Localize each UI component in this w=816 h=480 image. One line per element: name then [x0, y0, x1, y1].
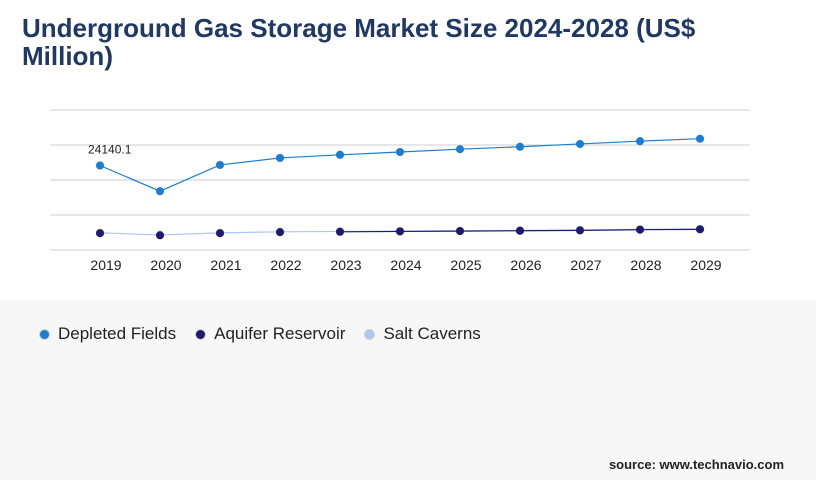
- legend-label: Depleted Fields: [58, 324, 177, 343]
- data-point: [215, 228, 225, 238]
- series-line-depleted-fields: [99, 138, 701, 192]
- x-tick-label: 2028: [630, 257, 661, 273]
- legend-label: Aquifer Reservoir: [214, 324, 346, 343]
- data-point: [695, 225, 705, 234]
- data-point: [335, 150, 345, 160]
- line-chart: 2019 2020 2021 2022 2023 2024 2025 2026 2027 2028…: [50, 109, 750, 273]
- data-point: [575, 226, 585, 235]
- data-point: [515, 226, 525, 235]
- x-tick-label: 2019: [90, 257, 121, 273]
- legend-item: Salt Caverns: [365, 324, 481, 344]
- data-labels: 24140.1: [88, 143, 132, 157]
- data-point: [275, 153, 285, 163]
- legend-marker: [196, 329, 206, 339]
- legend: Depleted Fields Aquifer Reservoir Salt Cav…: [40, 323, 501, 345]
- data-label: 24140.1: [88, 143, 132, 157]
- data-point: [635, 136, 645, 146]
- legend-item: Depleted Fields: [40, 324, 176, 344]
- x-tick-label: 2024: [390, 257, 421, 273]
- chart-title: Underground Gas Storage Market Size 2024…: [22, 13, 696, 71]
- data-point: [575, 139, 585, 149]
- legend-marker: [40, 329, 49, 339]
- x-tick-label: 2026: [510, 257, 541, 273]
- series-points: [95, 134, 705, 240]
- data-point: [395, 227, 405, 236]
- source-note: source: www.technavio.com: [608, 457, 784, 472]
- gridlines: [50, 109, 750, 251]
- x-tick-label: 2027: [570, 257, 601, 273]
- data-point: [395, 147, 405, 157]
- legend-marker: [365, 329, 375, 339]
- data-point: [95, 161, 105, 170]
- data-point: [155, 231, 165, 240]
- x-tick-label: 2023: [330, 257, 361, 273]
- data-point: [155, 186, 165, 196]
- data-point: [215, 160, 225, 170]
- data-point: [695, 134, 705, 143]
- data-point: [455, 226, 465, 236]
- data-point: [95, 228, 105, 238]
- legend-label: Salt Caverns: [383, 324, 481, 343]
- x-axis: 2019 2020 2021 2022 2023 2024 2025 2026 2027 2028…: [90, 257, 721, 273]
- legend-item: Aquifer Reservoir: [196, 324, 345, 344]
- data-point: [335, 227, 345, 237]
- data-point: [275, 227, 285, 237]
- x-tick-label: 2029: [690, 257, 721, 273]
- x-tick-label: 2021: [210, 257, 241, 273]
- data-point: [455, 144, 465, 154]
- x-tick-label: 2020: [150, 257, 181, 273]
- x-tick-label: 2022: [270, 257, 301, 273]
- data-point: [515, 142, 525, 151]
- x-tick-label: 2025: [450, 257, 481, 273]
- data-point: [635, 225, 645, 234]
